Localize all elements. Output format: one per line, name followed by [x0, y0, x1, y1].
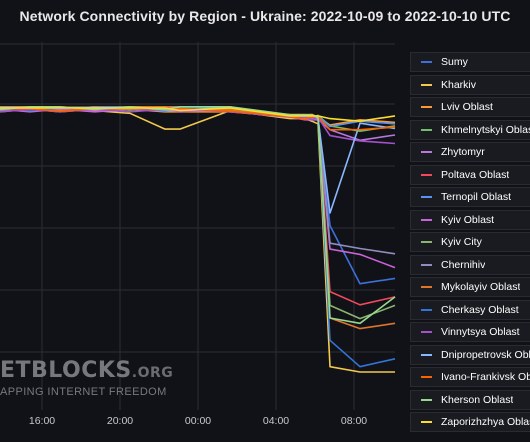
legend-item-chernihiv[interactable]: Chernihiv	[410, 254, 530, 275]
legend-item-cherkasy-oblast[interactable]: Cherkasy Oblast	[410, 299, 530, 320]
watermark-suffix: .ORG	[131, 365, 174, 381]
legend-item-zhytomyr[interactable]: Zhytomyr	[410, 142, 530, 162]
legend-item-ivano-frankivsk-oblast[interactable]: Ivano-Frankivsk Oblast	[410, 367, 530, 387]
legend-swatch	[421, 286, 432, 288]
legend-label: Zhytomyr	[441, 146, 485, 158]
legend-label: Cherkasy Oblast	[441, 303, 519, 316]
legend-swatch	[421, 353, 432, 356]
legend-swatch	[421, 83, 432, 86]
legend-item-poltava-oblast[interactable]: Poltava Oblast	[410, 164, 530, 185]
legend-label: Dnipropetrovsk Oblast	[441, 348, 530, 361]
x-tick-label: 08:00	[341, 415, 367, 427]
x-tick-label: 04:00	[263, 415, 289, 427]
legend-item-zaporizhzhya-oblast[interactable]: Zaporizhzhya Oblast	[410, 412, 530, 432]
legend-swatch	[421, 398, 432, 401]
legend-item-kherson-oblast[interactable]: Kherson Oblast	[410, 389, 530, 410]
legend-item-kyiv-oblast[interactable]: Kyiv Oblast	[410, 209, 530, 230]
legend-label: Vinnytsya Oblast	[441, 326, 520, 338]
legend-label: Chernihiv	[441, 258, 486, 271]
legend-item-ternopil-oblast[interactable]: Ternopil Oblast	[410, 187, 530, 207]
legend-label: Poltava Oblast	[441, 168, 510, 181]
chart-title: Network Connectivity by Region - Ukraine…	[19, 8, 511, 24]
x-axis-ticks: 16:00 20:00 00:00 04:00 08:00	[29, 415, 367, 427]
legend-swatch	[421, 61, 432, 63]
series-line-ivano-frankivsk-oblast	[0, 107, 396, 131]
chart-grid	[0, 42, 395, 410]
legend-swatch	[421, 263, 432, 266]
netblocks-watermark: ETBLOCKS.ORG APPING INTERNET FREEDOM	[0, 358, 173, 408]
x-tick-label: 00:00	[185, 415, 211, 427]
legend-label: Sumy	[441, 56, 468, 68]
legend-item-kyiv-city[interactable]: Kyiv City	[410, 232, 530, 252]
legend-swatch	[421, 128, 432, 131]
chart-legend: Sumy Kharkiv Lviv Oblast Khmelnytskyi Oblas…	[410, 52, 530, 432]
legend-item-vinnytsya-oblast[interactable]: Vinnytsya Oblast	[410, 322, 530, 342]
legend-label: Ternopil Oblast	[441, 191, 512, 203]
legend-label: Zaporizhzhya Oblast	[441, 416, 530, 428]
chart-series-group	[0, 106, 396, 373]
x-tick-label: 16:00	[29, 415, 55, 427]
legend-swatch	[421, 308, 432, 311]
legend-label: Kyiv City	[441, 236, 482, 248]
legend-swatch	[421, 173, 432, 176]
legend-item-khmelnytskyi-oblast[interactable]: Khmelnytskyi Oblast	[410, 119, 530, 140]
legend-swatch	[421, 218, 432, 221]
legend-swatch	[421, 106, 432, 108]
legend-item-dnipropetrovsk-oblast[interactable]: Dnipropetrovsk Oblast	[410, 344, 530, 365]
legend-swatch	[421, 241, 432, 243]
legend-item-lviv-oblast[interactable]: Lviv Oblast	[410, 97, 530, 117]
series-line-zaporizhzhya-oblast	[0, 107, 396, 122]
watermark-tagline: APPING INTERNET FREEDOM	[0, 386, 167, 398]
legend-item-kharkiv[interactable]: Kharkiv	[410, 74, 530, 95]
legend-label: Ivano-Frankivsk Oblast	[441, 371, 530, 383]
legend-swatch	[421, 196, 432, 198]
legend-label: Lviv Oblast	[441, 101, 493, 113]
legend-label: Kharkiv	[441, 78, 477, 91]
legend-swatch	[421, 331, 432, 333]
x-tick-label: 20:00	[107, 415, 133, 427]
legend-label: Khmelnytskyi Oblast	[441, 123, 530, 136]
watermark-main-text: ETBLOCKS	[0, 358, 132, 383]
legend-swatch	[421, 421, 432, 423]
legend-swatch	[421, 151, 432, 153]
legend-label: Kherson Oblast	[441, 393, 514, 406]
legend-item-mykolayiv-oblast[interactable]: Mykolayiv Oblast	[410, 277, 530, 297]
legend-item-sumy[interactable]: Sumy	[410, 52, 530, 72]
legend-swatch	[421, 376, 432, 378]
legend-label: Kyiv Oblast	[441, 213, 495, 226]
legend-label: Mykolayiv Oblast	[441, 281, 521, 293]
